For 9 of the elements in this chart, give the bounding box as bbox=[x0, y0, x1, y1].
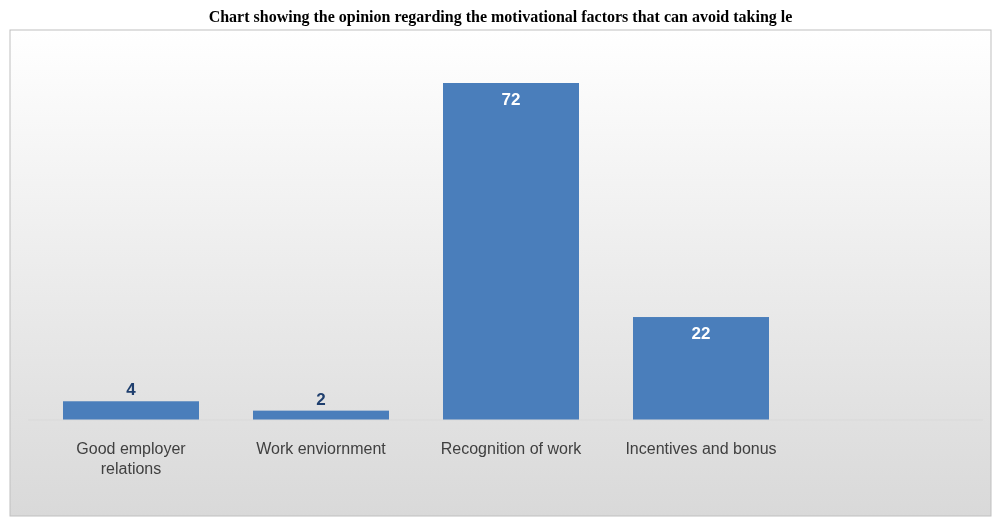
data-label: 2 bbox=[316, 389, 326, 409]
x-tick-label: Incentives and bonus bbox=[625, 440, 777, 457]
x-tick-label: Recognition of work bbox=[440, 440, 583, 457]
x-tick-label: Work enviornment bbox=[256, 440, 387, 457]
x-tick-label: Good employer relations bbox=[76, 440, 187, 477]
data-label: 72 bbox=[501, 90, 521, 109]
data-label: 4 bbox=[126, 380, 137, 400]
chart-title: Chart showing the opinion regarding the motivational factors that can avoid taking le bbox=[208, 7, 793, 26]
data-label: 22 bbox=[691, 324, 711, 344]
